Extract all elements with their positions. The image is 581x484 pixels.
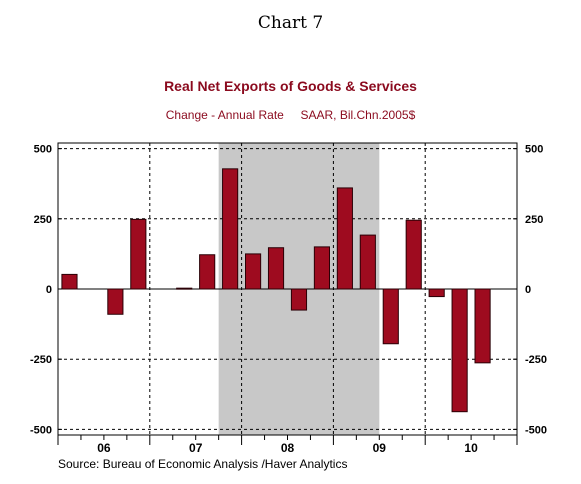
- bar-2007-Q2: [176, 287, 193, 290]
- bar-2008-Q1: [245, 253, 262, 290]
- y-tick-label-left: -500: [30, 424, 52, 436]
- y-tick-label-right: 0: [525, 284, 531, 296]
- bar-2008-Q4: [313, 246, 330, 290]
- chart-subtitle: Change - Annual Rate SAAR, Bil.Chn.2005$: [165, 108, 416, 122]
- bar-2010-Q3: [474, 288, 491, 364]
- y-tick-label-left: -250: [30, 354, 52, 366]
- bar-2006-Q4: [130, 218, 147, 290]
- y-tick-label-right: -250: [525, 354, 547, 366]
- bar-2009-Q3: [382, 288, 399, 345]
- y-tick-label-left: 0: [46, 284, 52, 296]
- bar-2006-Q1: [61, 273, 78, 290]
- y-tick-label-right: 250: [525, 214, 543, 226]
- y-tick-label-right: 500: [525, 144, 543, 156]
- y-axis-right: -500 -250 0 250 500: [525, 144, 547, 437]
- bar-2009-Q1: [336, 187, 353, 290]
- bar-2006-Q3: [107, 288, 124, 315]
- bar-2009-Q2: [359, 234, 376, 290]
- chart-label: Chart 7: [257, 13, 324, 33]
- y-tick-label-left: 500: [34, 144, 52, 156]
- x-tick-label: 08: [281, 441, 295, 455]
- x-axis: 06 07 08 09 10: [97, 441, 478, 455]
- source-note: Source: Bureau of Economic Analysis /Hav…: [58, 457, 348, 471]
- x-tick-label: 06: [97, 441, 111, 455]
- axis-ticks: [57, 148, 518, 445]
- x-tick-label: 07: [189, 441, 203, 455]
- bar-2007-Q4: [222, 168, 239, 290]
- bar-2008-Q3: [290, 288, 308, 311]
- bar-2010-Q2: [451, 288, 468, 413]
- gridlines: [58, 143, 517, 435]
- bar-2008-Q2: [267, 247, 285, 290]
- y-tick-label-right: -500: [525, 424, 547, 436]
- y-tick-label-left: 250: [34, 214, 52, 226]
- x-tick-label: 10: [464, 441, 478, 455]
- bar-2010-Q1: [428, 288, 445, 298]
- y-axis-left: -500 -250 0 250 500: [30, 144, 52, 437]
- chart-title: Real Net Exports of Goods & Services: [164, 78, 417, 94]
- x-tick-label: 09: [373, 441, 387, 455]
- bar-2009-Q4: [405, 219, 422, 290]
- bar-2007-Q3: [199, 254, 216, 290]
- bar-series: [61, 168, 491, 413]
